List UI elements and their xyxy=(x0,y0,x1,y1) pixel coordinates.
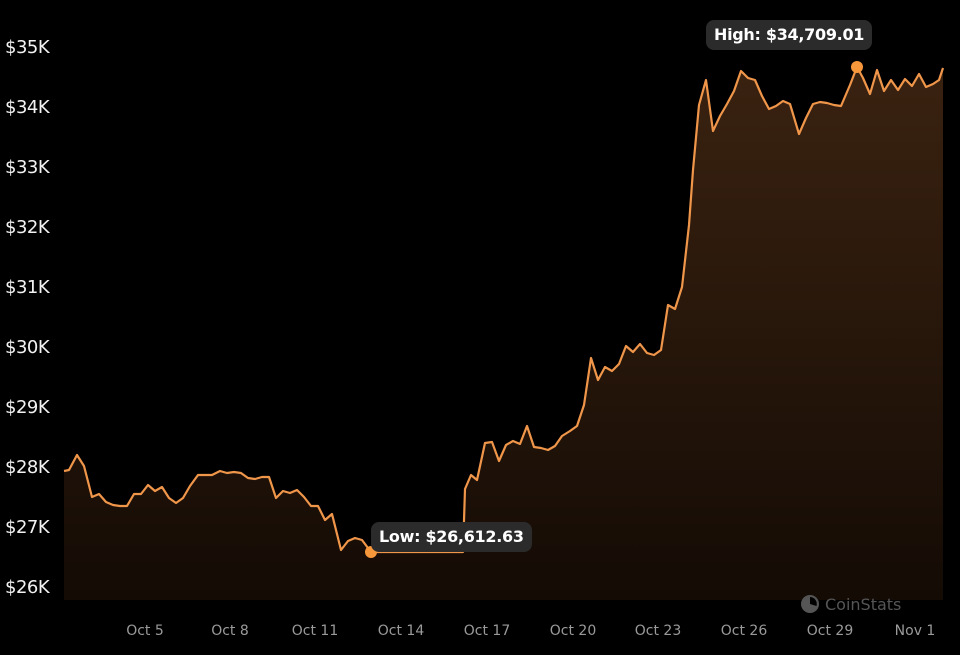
low-tooltip: Low: $26,612.63 xyxy=(371,522,532,552)
price-area-fill xyxy=(64,67,943,600)
y-tick-label: $31K xyxy=(5,277,50,298)
x-tick-label: Oct 23 xyxy=(634,623,682,639)
y-tick-label: $26K xyxy=(5,577,50,598)
coinstats-logo-icon xyxy=(801,595,819,613)
x-tick-label: Oct 26 xyxy=(720,623,768,639)
x-tick-label: Oct 14 xyxy=(377,623,425,639)
high-tooltip: High: $34,709.01 xyxy=(706,20,873,50)
x-tick-label: Oct 5 xyxy=(126,623,164,639)
x-tick-label: Oct 29 xyxy=(806,623,854,639)
coinstats-watermark: CoinStats xyxy=(800,594,901,614)
watermark-text: CoinStats xyxy=(825,594,902,614)
y-tick-label: $32K xyxy=(5,217,50,238)
y-tick-label: $29K xyxy=(5,397,50,418)
y-tick-label: $27K xyxy=(5,517,50,538)
y-tick-label: $28K xyxy=(5,457,50,478)
y-tick-label: $30K xyxy=(5,337,50,358)
x-tick-label: Oct 8 xyxy=(211,623,249,639)
x-tick-label: Oct 17 xyxy=(463,623,511,639)
y-tick-label: $35K xyxy=(5,37,50,58)
x-tick-label: Oct 20 xyxy=(549,623,597,639)
price-line xyxy=(63,65,945,554)
x-tick-label: Nov 1 xyxy=(894,623,936,639)
high-marker-dot[interactable] xyxy=(851,61,863,73)
y-tick-label: $34K xyxy=(5,97,50,118)
y-tick-label: $33K xyxy=(5,157,50,178)
x-tick-label: Oct 11 xyxy=(291,623,339,639)
